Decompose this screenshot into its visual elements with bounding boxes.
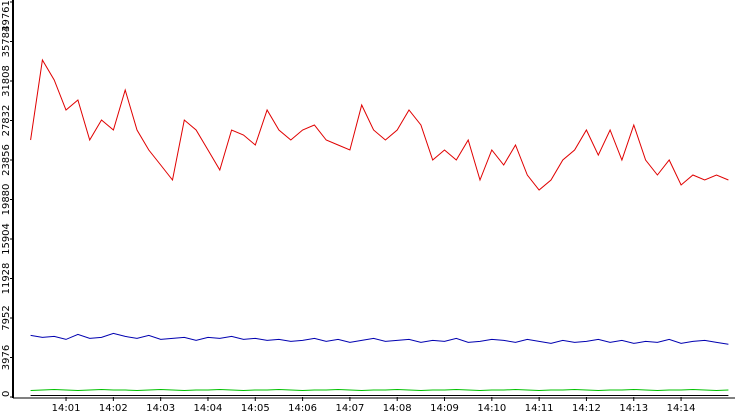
x-tick-label: 14:10 (477, 403, 506, 414)
series-line (30, 332, 729, 345)
y-tick-label: 35784 (1, 26, 12, 58)
y-tick-label: 15904 (1, 223, 12, 255)
x-tick-label: 14:12 (572, 403, 601, 414)
y-tick-label: 39761 (1, 0, 12, 32)
x-tick-label: 14:07 (335, 403, 364, 414)
y-tick-label: 11928 (1, 263, 12, 295)
series-line (30, 58, 729, 191)
x-tick-label: 14:14 (667, 403, 696, 414)
y-tick-label: 27832 (1, 105, 12, 137)
x-tick-label: 14:11 (525, 403, 554, 414)
y-tick-label: 3976 (1, 345, 12, 370)
y-tick-label: 19880 (1, 184, 12, 216)
y-tick-label: 23856 (1, 144, 12, 176)
x-tick-label: 14:03 (146, 403, 175, 414)
x-tick-label: 14:13 (619, 403, 648, 414)
x-tick-label: 14:01 (52, 403, 81, 414)
series-line (30, 388, 729, 392)
x-tick-label: 14:05 (241, 403, 270, 414)
y-tick-label: 7952 (1, 305, 12, 330)
x-tick-label: 14:08 (383, 403, 412, 414)
y-tick-label: 31808 (1, 65, 12, 97)
y-tick-label: 0 (1, 391, 12, 397)
x-tick-label: 14:06 (288, 403, 317, 414)
x-tick-label: 14:09 (430, 403, 459, 414)
x-tick-label: 14:04 (194, 403, 223, 414)
x-tick-label: 14:02 (99, 403, 128, 414)
